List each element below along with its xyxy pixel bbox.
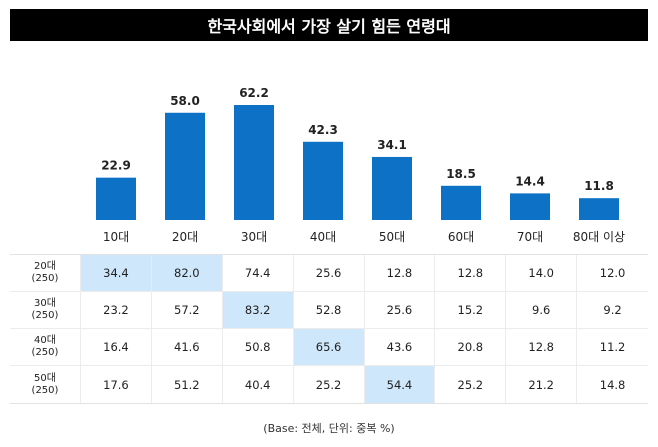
table-cell: 23.2 bbox=[81, 292, 152, 329]
category-label-6: 70대 bbox=[517, 230, 543, 244]
table-cell: 16.4 bbox=[81, 329, 152, 366]
row-group-label: 30대 bbox=[34, 298, 56, 309]
table-cell: 15.2 bbox=[435, 292, 507, 329]
value-label-4: 34.1 bbox=[377, 138, 407, 152]
row-header: 40대 (250) bbox=[10, 329, 81, 366]
row-group-label: 40대 bbox=[34, 335, 56, 346]
table-cell: 74.4 bbox=[222, 255, 294, 292]
bar-2 bbox=[234, 105, 274, 220]
bar-1 bbox=[165, 112, 205, 220]
table-cell: 9.6 bbox=[506, 292, 578, 329]
row-sample-size: (250) bbox=[31, 310, 59, 321]
breakdown-table: 20대 (250) 34.4 82.0 74.4 25.6 12.8 12.8 14.0 12.0… bbox=[10, 254, 648, 404]
bar-3 bbox=[303, 141, 343, 220]
category-label-2: 30대 bbox=[241, 230, 267, 244]
category-label-4: 50대 bbox=[379, 230, 405, 244]
table-cell: 43.6 bbox=[364, 329, 436, 366]
bar-chart: 22.9 10대 58.0 20대 62.2 30대 42.3 40대 34.1 50대 18.5 6… bbox=[96, 86, 625, 244]
category-label-7: 80대 이상 bbox=[573, 230, 625, 244]
table-cell: 34.4 bbox=[81, 255, 152, 292]
bar-4 bbox=[372, 156, 412, 220]
table-cell: 25.6 bbox=[364, 292, 436, 329]
value-label-7: 11.8 bbox=[584, 179, 614, 193]
value-label-2: 62.2 bbox=[239, 86, 269, 100]
category-label-0: 10대 bbox=[103, 230, 129, 244]
table-cell: 17.6 bbox=[81, 366, 152, 403]
table-cell: 12.8 bbox=[506, 329, 578, 366]
table-cell: 14.8 bbox=[599, 377, 626, 392]
table-cell: 51.2 bbox=[152, 366, 223, 403]
table-cell: 40.4 bbox=[223, 366, 294, 403]
table-cell: 57.2 bbox=[151, 292, 223, 329]
chart-title: 한국사회에서 가장 살기 힘든 연령대 bbox=[10, 9, 648, 41]
table-cell: 12.8 bbox=[435, 255, 507, 292]
category-label-5: 60대 bbox=[448, 230, 474, 244]
table-cell: 54.4 bbox=[364, 366, 436, 403]
table-cell: 25.6 bbox=[293, 255, 365, 292]
value-label-5: 18.5 bbox=[446, 167, 476, 181]
value-label-6: 14.4 bbox=[515, 174, 545, 188]
table-cell: 9.2 bbox=[577, 292, 648, 329]
row-sample-size: (250) bbox=[31, 273, 59, 284]
row-group-label: 20대 bbox=[34, 261, 56, 272]
bar-5 bbox=[441, 185, 481, 220]
value-label-3: 42.3 bbox=[308, 123, 338, 137]
row-sample-size: (250) bbox=[31, 347, 59, 358]
category-label-1: 20대 bbox=[172, 230, 198, 244]
table-cell: 41.6 bbox=[151, 329, 223, 366]
table-cell: 11.2 bbox=[577, 329, 648, 366]
value-label-0: 22.9 bbox=[101, 159, 131, 173]
row-header: 30대 (250) bbox=[10, 292, 81, 329]
table-cell: 25.2 bbox=[294, 366, 365, 403]
row-group-label: 50대 bbox=[34, 372, 56, 384]
table-cell: 25.2 bbox=[435, 366, 507, 403]
table-cell: 21.2 bbox=[506, 366, 578, 403]
value-label-1: 58.0 bbox=[170, 94, 200, 108]
footnote: (Base: 전체, 단위: 중복 %) bbox=[263, 422, 395, 435]
table-cell: 14.0 bbox=[506, 255, 578, 292]
category-label-3: 40대 bbox=[310, 230, 336, 244]
table-cell: 12.0 bbox=[577, 255, 648, 292]
table-cell: 20.8 bbox=[435, 329, 507, 366]
bar-6 bbox=[510, 193, 550, 220]
bar-0 bbox=[96, 177, 136, 220]
table-cell: 83.2 bbox=[222, 292, 294, 329]
table-cell: 12.8 bbox=[364, 255, 436, 292]
row-header: 50대 (250) bbox=[10, 366, 81, 403]
row-sample-size: (250) bbox=[31, 384, 59, 396]
table-cell: 82.0 bbox=[151, 255, 223, 292]
table-cell: 52.8 bbox=[293, 292, 365, 329]
table-cell: 50.8 bbox=[222, 329, 294, 366]
bar-7 bbox=[579, 198, 619, 220]
table-cell: 65.6 bbox=[293, 329, 365, 366]
row-header: 20대 (250) bbox=[10, 255, 81, 292]
